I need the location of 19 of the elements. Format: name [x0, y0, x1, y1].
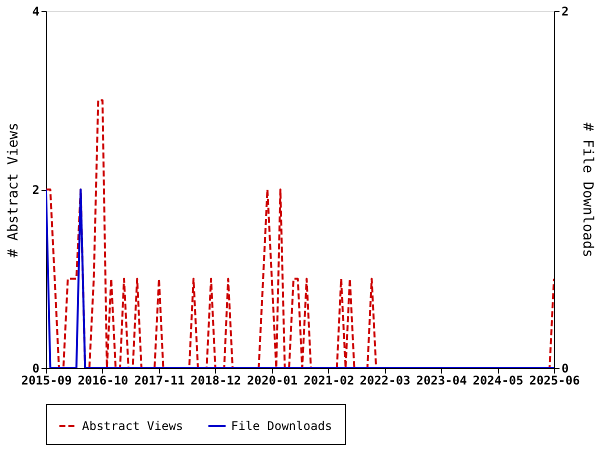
x-tick-label: 2017-11: [134, 374, 185, 388]
x-tick-label: 2025-06: [529, 374, 580, 388]
y-axis-title: # Abstract Views: [5, 122, 22, 258]
x-tick-label: 2016-10: [78, 374, 128, 388]
y2-tick-label: 2: [562, 4, 569, 18]
x-tick-label: 2015-09: [21, 374, 72, 388]
x-tick-label: 2022-03: [360, 374, 410, 388]
x-tick-label: 2024-05: [472, 374, 524, 388]
y-tick-label: 4: [32, 4, 40, 18]
legend-label: Abstract Views: [82, 419, 184, 433]
y2-axis-title: # File Downloads: [580, 122, 596, 258]
y-tick-label: 2: [32, 183, 40, 197]
x-tick-label: 2021-02: [304, 374, 354, 388]
y2-tick-label: 0: [562, 362, 569, 376]
x-tick-label: 2018-12: [190, 374, 242, 388]
x-tick-label: 2023-04: [416, 374, 467, 388]
legend-label: File Downloads: [231, 419, 332, 433]
y-tick-label: 0: [32, 362, 40, 376]
x-tick-label: 2020-01: [247, 374, 298, 388]
